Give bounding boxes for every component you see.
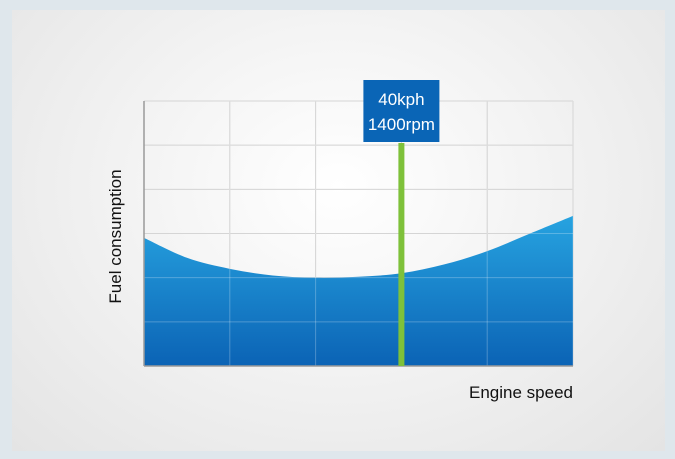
fuel-consumption-area — [144, 215, 573, 366]
chart-panel: 40kph 1400rpm Engine speed Fuel consumpt… — [12, 10, 665, 451]
x-axis-label: Engine speed — [469, 383, 573, 402]
marker-speed-label: 40kph — [378, 90, 424, 109]
marker-rpm-label: 1400rpm — [368, 115, 435, 134]
marker-label-box — [363, 80, 440, 142]
marker-line — [398, 143, 405, 366]
fuel-consumption-chart: 40kph 1400rpm Engine speed Fuel consumpt… — [106, 80, 574, 402]
y-axis-label: Fuel consumption — [106, 169, 125, 303]
